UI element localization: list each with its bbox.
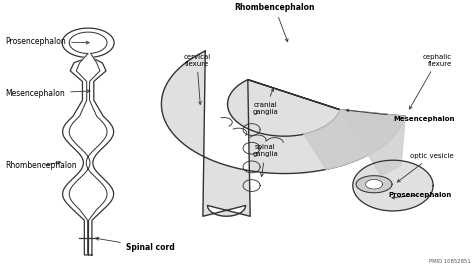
Text: Prosencephalon: Prosencephalon <box>5 37 89 46</box>
Text: cephalic
flexure: cephalic flexure <box>410 54 452 109</box>
Text: optic vesicle: optic vesicle <box>397 153 454 182</box>
Polygon shape <box>356 176 392 193</box>
Text: Prosencephalon: Prosencephalon <box>389 192 452 199</box>
Text: Spinal cord: Spinal cord <box>96 237 175 252</box>
Text: Rhombencephalon: Rhombencephalon <box>235 3 315 42</box>
Text: Mesencephalon: Mesencephalon <box>5 89 90 98</box>
Polygon shape <box>69 32 107 255</box>
Text: cervical
flexure: cervical flexure <box>183 54 210 104</box>
Text: spinal
ganglia: spinal ganglia <box>253 144 278 176</box>
Polygon shape <box>365 179 383 189</box>
Polygon shape <box>162 51 405 216</box>
Polygon shape <box>353 160 433 211</box>
Text: cranial
ganglia: cranial ganglia <box>253 89 278 115</box>
Polygon shape <box>304 111 404 169</box>
Polygon shape <box>340 110 405 175</box>
Polygon shape <box>62 28 114 255</box>
Text: Rhombencephalon: Rhombencephalon <box>5 161 77 170</box>
Text: PMID 10852851: PMID 10852851 <box>429 259 471 264</box>
Text: Mesencephalon: Mesencephalon <box>346 109 455 122</box>
